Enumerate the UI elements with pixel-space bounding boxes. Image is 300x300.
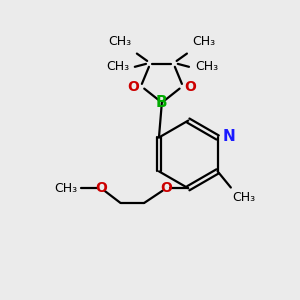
Text: O: O (128, 80, 140, 94)
Text: O: O (160, 181, 172, 195)
Text: O: O (95, 181, 107, 195)
Text: CH₃: CH₃ (192, 35, 215, 48)
Text: CH₃: CH₃ (106, 60, 129, 73)
Text: O: O (184, 80, 196, 94)
Text: CH₃: CH₃ (232, 191, 255, 204)
Text: CH₃: CH₃ (195, 60, 218, 73)
Text: B: B (156, 95, 168, 110)
Text: CH₃: CH₃ (109, 35, 132, 48)
Text: N: N (223, 128, 236, 143)
Text: CH₃: CH₃ (55, 182, 78, 195)
